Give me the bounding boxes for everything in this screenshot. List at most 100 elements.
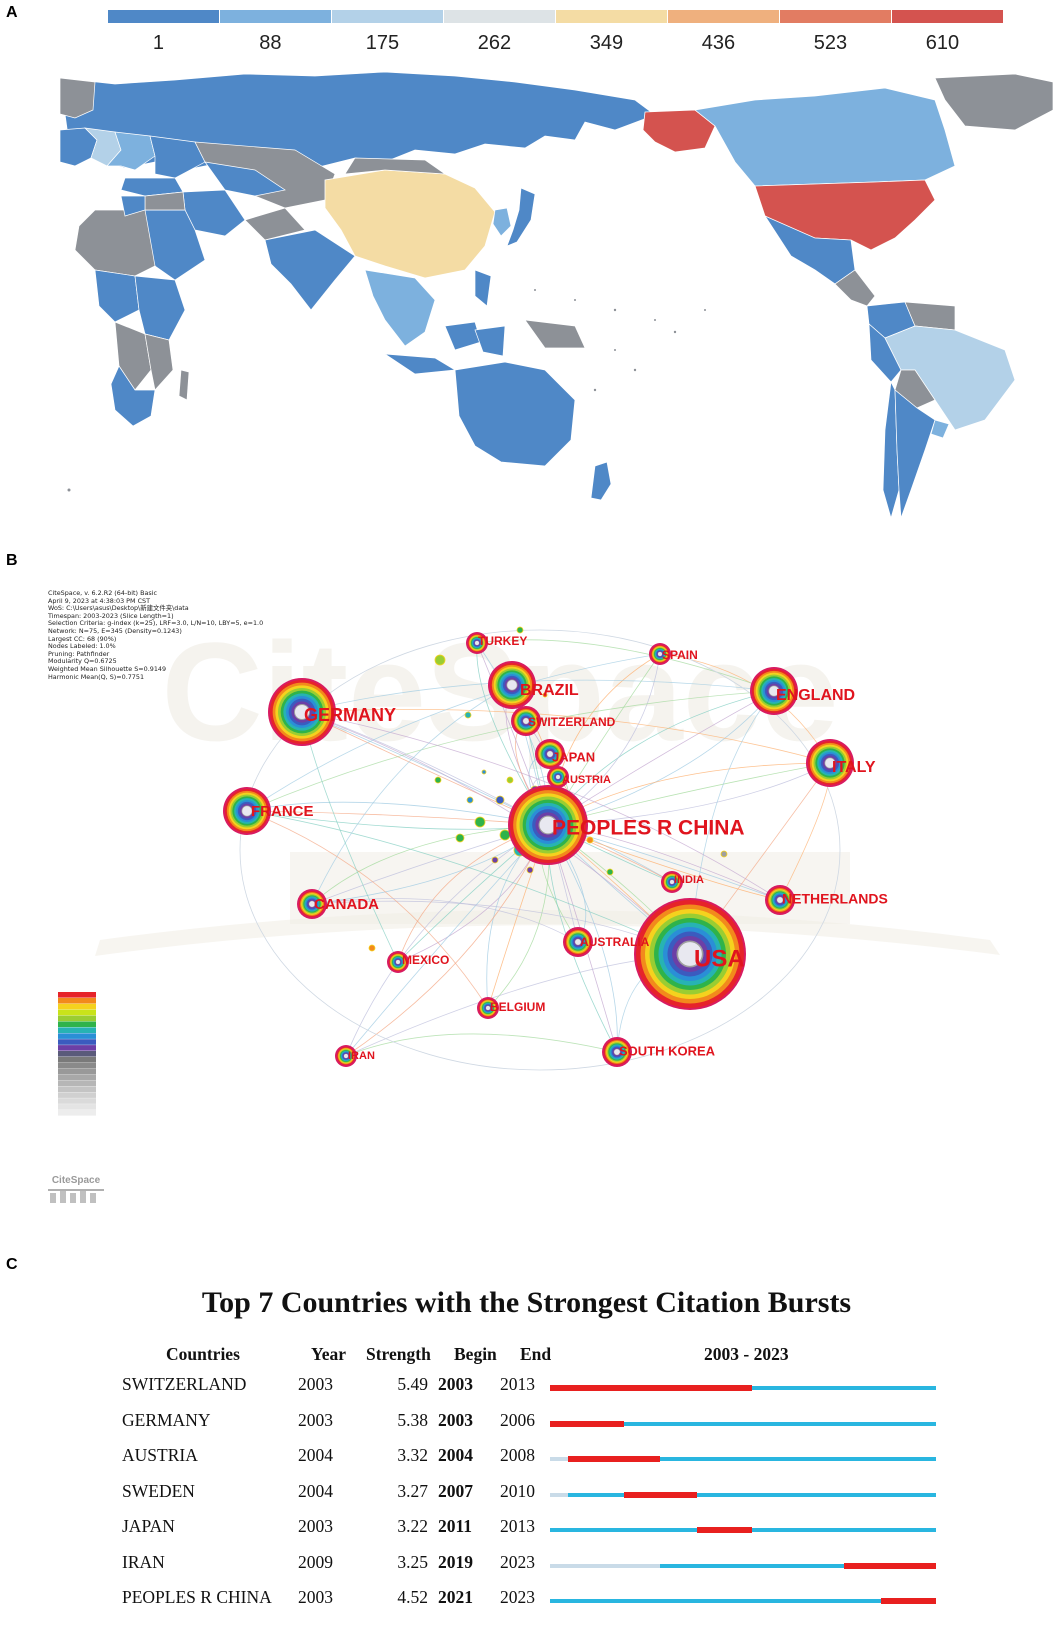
network-edge: [246, 810, 691, 955]
burst-idle-segment: [550, 1528, 698, 1532]
island: [534, 289, 536, 291]
burst-begin: 2021: [438, 1587, 473, 1607]
burst-active-segment: [568, 1456, 661, 1462]
burst-year: 2003: [298, 1516, 333, 1536]
network-node-label: SWITZERLAND: [528, 715, 616, 729]
network-minor-node: [606, 868, 614, 876]
network-node: [661, 871, 683, 893]
network-node-label: SOUTH KOREA: [619, 1043, 716, 1058]
burst-idle-segment: [752, 1528, 936, 1532]
col-header-begin: Begin: [454, 1344, 497, 1364]
legend-swatch: [220, 10, 331, 23]
citespace-network: CiteSpace PEOPLES R CHINA USA GERMANY ENGLA…: [0, 589, 1053, 1210]
burst-end: 2023: [500, 1587, 535, 1607]
year-legend-swatch: [58, 1056, 96, 1063]
burst-strength: 5.49: [397, 1374, 428, 1394]
year-legend-swatch: [58, 1086, 96, 1092]
burst-country: AUSTRIA: [122, 1445, 198, 1465]
legend-label: 262: [477, 32, 512, 54]
year-legend-swatch: [58, 1021, 96, 1028]
network-edge: [345, 824, 549, 1057]
region-bolivia-grey: [894, 369, 936, 409]
legend-label: 523: [813, 32, 848, 54]
network-node: [535, 739, 565, 769]
network-node: [511, 706, 541, 736]
network-edge: [239, 629, 841, 1071]
burst-idle-segment: [697, 1492, 936, 1497]
network-node: [223, 787, 271, 835]
burst-active-segment: [550, 1420, 624, 1427]
burst-country: PEOPLES R CHINA: [122, 1587, 272, 1607]
burst-idle-segment: [623, 1421, 936, 1426]
legend-swatch: [556, 10, 667, 23]
burst-idle-segment: [568, 1492, 624, 1497]
burst-idle-segment: [660, 1563, 845, 1568]
network-minor-node: [464, 711, 472, 719]
network-node-labels: PEOPLES R CHINA USA GERMANY ENGLAND ITALY FRA…: [251, 634, 888, 1062]
network-edge: [301, 708, 831, 764]
year-legend-swatch: [58, 1015, 96, 1022]
network-node: [765, 885, 795, 915]
region-australia: [454, 361, 576, 467]
map-color-legend: 1 88 175 262 349 436 523 610: [108, 6, 1004, 66]
network-node-label: ENGLAND: [776, 687, 855, 704]
network-minor-node: [516, 626, 524, 634]
region-india: [264, 229, 356, 311]
network-minor-node: [481, 769, 487, 775]
year-legend-swatch: [58, 1003, 96, 1010]
network-minor-node: [368, 944, 376, 952]
burst-year: 2003: [298, 1409, 333, 1430]
year-legend-swatch: [58, 1110, 96, 1116]
burst-row: JAPAN 2003 3.22 2011 2013: [118, 1516, 998, 1540]
network-minor-node: [474, 816, 486, 828]
citespace-logo: CiteSpace: [40, 1171, 112, 1207]
legend-label: 88: [259, 32, 282, 54]
network-minor-node: [491, 856, 499, 864]
network-node-label: TURKEY: [478, 634, 527, 648]
network-minor-node: [499, 829, 511, 841]
region-new-zealand: [590, 461, 612, 501]
burst-strength: 3.32: [397, 1445, 428, 1465]
network-node-label: INDIA: [674, 874, 704, 886]
year-legend-swatch: [58, 1080, 96, 1087]
region-indonesia-3: [474, 325, 506, 357]
burst-pre-segment: [550, 1457, 569, 1461]
year-legend-swatch: [58, 1104, 96, 1110]
panel-label-c: C: [6, 1256, 18, 1273]
network-node-label: NETHERLANDS: [782, 891, 888, 907]
network-edge: [476, 639, 775, 692]
region-korea: [492, 207, 512, 237]
burst-row: SWEDEN 2004 3.27 2007 2010: [118, 1481, 998, 1505]
year-legend-swatch: [58, 1062, 96, 1069]
island: [633, 368, 637, 372]
legend-swatch: [332, 10, 443, 23]
region-central-america: [834, 269, 876, 307]
burst-active-segment: [697, 1527, 753, 1533]
network-graph: CiteSpace PEOPLES R CHINAUSAGERMANYENGLA…: [58, 613, 1000, 1116]
network-minor-node: [434, 654, 446, 666]
network-node: [634, 898, 746, 1010]
year-legend-swatch: [58, 1098, 96, 1104]
region-africa-south-east: [144, 333, 174, 391]
burst-country: SWITZERLAND: [122, 1374, 247, 1394]
network-node-label: CANADA: [314, 896, 379, 913]
network-node-label: SPAIN: [662, 648, 698, 662]
network-node: [387, 951, 409, 973]
network-node-label: AUSTRALIA: [580, 935, 650, 949]
legend-swatch: [668, 10, 779, 23]
network-edge: [547, 762, 831, 826]
network-minor-node: [586, 836, 594, 844]
burst-row: IRAN 2009 3.25 2019 2023: [118, 1552, 998, 1576]
network-major-nodes: [223, 632, 854, 1067]
region-argentina: [894, 389, 936, 519]
burst-strength: 3.22: [397, 1516, 428, 1536]
burst-active-segment: [844, 1562, 936, 1569]
burst-end: 2013: [500, 1374, 535, 1394]
network-edge: [311, 898, 579, 943]
burst-strength: 5.38: [397, 1409, 428, 1430]
network-node-label: BRAZIL: [520, 682, 579, 699]
region-greenland: [934, 73, 1053, 131]
burst-begin: 2003: [438, 1409, 473, 1430]
year-legend-swatch: [58, 1009, 96, 1016]
network-node: [806, 739, 854, 787]
